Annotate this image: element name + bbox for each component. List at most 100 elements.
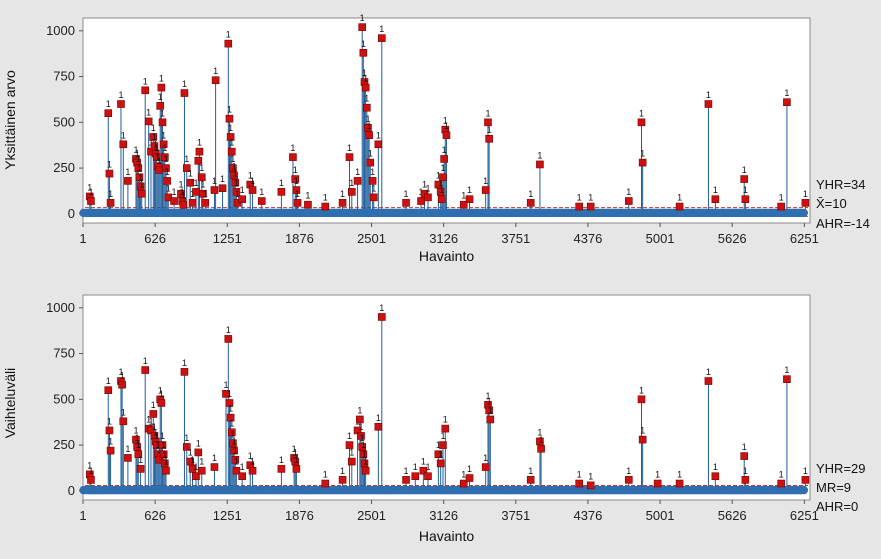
out-of-control-flag: 1: [158, 92, 163, 102]
out-of-control-point: [118, 380, 126, 389]
out-of-control-point: [229, 164, 237, 172]
out-of-control-flag: 1: [439, 185, 444, 195]
out-of-control-point: [783, 98, 791, 106]
out-of-control-flag: 1: [677, 193, 682, 203]
out-of-control-flag: 1: [226, 325, 231, 335]
out-of-control-point: [440, 155, 448, 163]
out-of-control-point: [675, 202, 684, 211]
out-of-control-point: [704, 100, 713, 108]
out-of-control-flag: 1: [626, 187, 631, 197]
out-of-control-flag: 1: [362, 68, 367, 78]
out-of-control-point: [434, 180, 443, 189]
out-of-control-flag: 1: [152, 422, 157, 432]
out-of-control-flag: 1: [421, 457, 426, 467]
out-of-control-flag: 1: [233, 169, 238, 179]
out-of-control-flag: 1: [438, 178, 443, 188]
out-of-control-flag: 1: [442, 145, 447, 155]
out-of-control-point: [485, 406, 493, 415]
out-of-control-flag: 1: [88, 187, 93, 197]
out-of-control-point: [136, 465, 145, 473]
out-of-control-flag: 1: [360, 13, 365, 23]
out-of-control-point: [226, 133, 235, 141]
out-of-control-flag: 1: [461, 470, 466, 480]
out-of-control-point: [149, 133, 158, 141]
y-tick-label: 750: [53, 346, 75, 361]
out-of-control-point: [637, 118, 646, 127]
out-of-control-flag: 1: [220, 174, 225, 184]
out-of-control-flag: 1: [166, 183, 171, 193]
out-of-control-flag: 1: [368, 149, 373, 159]
control-limit-label: AHR=0: [816, 499, 858, 514]
out-of-control-point: [104, 386, 113, 394]
out-of-control-point: [359, 450, 368, 459]
out-of-control-point: [485, 135, 493, 143]
control-limit-label: X̄=10: [816, 196, 847, 211]
out-of-control-flag: 1: [364, 94, 369, 104]
out-of-control-flag: 1: [125, 444, 130, 454]
out-of-control-point: [192, 472, 200, 481]
out-of-control-flag: 1: [153, 139, 158, 149]
out-of-control-point: [132, 435, 140, 444]
out-of-control-point: [188, 199, 197, 207]
out-of-control-point: [459, 200, 468, 209]
y-tick-label: 0: [68, 206, 75, 221]
x-tick-label: 6251: [790, 231, 819, 246]
out-of-control-flag: 1: [355, 167, 360, 177]
out-of-control-point: [586, 481, 595, 490]
out-of-control-point: [201, 199, 210, 207]
out-of-control-flag: 1: [88, 466, 93, 476]
out-of-control-flag: 1: [138, 172, 143, 182]
out-of-control-point: [227, 147, 236, 156]
out-of-control-flag: 1: [779, 193, 784, 203]
out-of-control-flag: 1: [706, 90, 711, 100]
out-of-control-point: [230, 171, 238, 180]
out-of-control-point: [348, 188, 356, 196]
out-of-control-point: [484, 118, 492, 127]
out-of-control-flag: 1: [379, 24, 384, 34]
x-tick-label: 1876: [285, 231, 314, 246]
out-of-control-point: [783, 375, 791, 383]
out-of-control-point: [417, 197, 425, 205]
out-of-control-point: [117, 100, 125, 108]
out-of-control-flag: 1: [108, 189, 113, 199]
out-of-control-point: [170, 197, 178, 205]
out-of-control-flag: 1: [483, 453, 488, 463]
y-tick-label: 1000: [46, 23, 75, 38]
out-of-control-flag: 1: [182, 358, 187, 368]
out-of-control-flag: 1: [279, 455, 284, 465]
x-tick-label: 1251: [213, 231, 242, 246]
out-of-control-point: [338, 199, 347, 207]
out-of-control-flag: 1: [151, 123, 156, 133]
out-of-control-point: [182, 164, 191, 172]
x-tick-label: 4376: [573, 231, 602, 246]
out-of-control-flag: 1: [196, 438, 201, 448]
out-of-control-flag: 1: [235, 189, 240, 199]
out-of-control-flag: 1: [161, 440, 166, 450]
out-of-control-flag: 1: [349, 448, 354, 458]
out-of-control-flag: 1: [165, 167, 170, 177]
out-of-control-flag: 1: [137, 163, 142, 173]
out-of-control-flag: 1: [107, 160, 112, 170]
x-tick-label: 3126: [429, 231, 458, 246]
out-of-control-point: [357, 432, 365, 440]
out-of-control-flag: 1: [139, 180, 144, 190]
out-of-control-point: [292, 465, 301, 473]
out-of-control-flag: 1: [232, 437, 237, 447]
out-of-control-point: [152, 153, 161, 161]
out-of-control-flag: 1: [146, 415, 151, 425]
out-of-control-point: [150, 142, 159, 150]
out-of-control-point: [402, 476, 410, 484]
out-of-control-point: [210, 463, 219, 471]
out-of-control-point: [238, 472, 246, 481]
out-of-control-flag: 1: [803, 466, 808, 476]
out-of-control-point: [226, 413, 235, 422]
out-of-control-flag: 1: [537, 150, 542, 160]
out-of-control-point: [338, 476, 347, 484]
control-limit-label: YHR=34: [816, 177, 866, 192]
out-of-control-flag: 1: [363, 457, 368, 467]
out-of-control-point: [575, 202, 583, 211]
out-of-control-flag: 1: [305, 191, 310, 201]
out-of-control-point: [162, 466, 170, 475]
out-of-control-point: [321, 479, 330, 488]
